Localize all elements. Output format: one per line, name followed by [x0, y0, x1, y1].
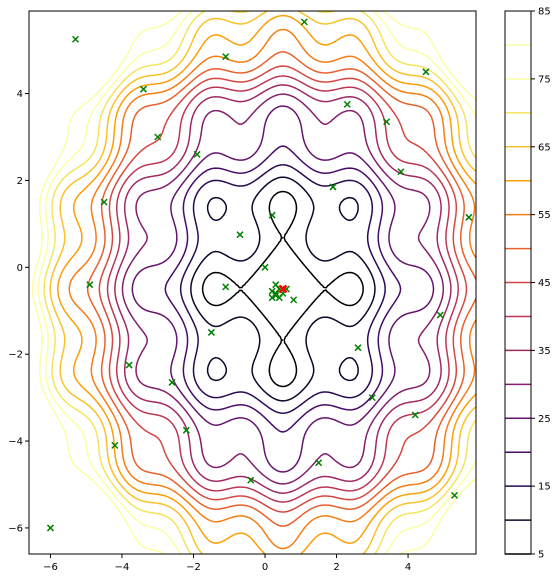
x-tick-label: 4	[405, 562, 411, 573]
data-point	[247, 476, 255, 484]
x-axis: −6 −4 −2 0 2 4	[43, 554, 411, 573]
data-point	[261, 263, 269, 271]
colorbar-tick-label: 65	[538, 142, 551, 153]
y-tick-label: −4	[8, 437, 23, 448]
data-point	[222, 53, 230, 61]
data-point	[268, 294, 276, 302]
contour-level-30	[121, 93, 445, 485]
data-point	[422, 68, 430, 76]
colorbar-tick-label: 35	[538, 346, 551, 357]
data-point	[465, 213, 473, 221]
data-point	[236, 231, 244, 239]
y-tick-label: 0	[17, 263, 23, 274]
y-tick-label: −2	[8, 350, 23, 361]
x-tick-label: 0	[262, 562, 268, 573]
data-point	[46, 524, 54, 532]
colorbar-tick-label: 25	[538, 414, 551, 425]
data-point	[272, 292, 280, 300]
data-point	[139, 85, 147, 93]
colorbar-tick-label: 15	[538, 482, 551, 493]
contour-level-80	[31, 11, 476, 554]
data-point	[451, 491, 459, 499]
contour-level-5	[201, 190, 364, 388]
data-point	[315, 459, 323, 467]
data-point	[71, 35, 80, 43]
data-point	[436, 311, 444, 319]
colorbar: 5 15 25 35 45 55 65 75 85	[504, 7, 551, 561]
colorbar-tick-label: 75	[538, 74, 551, 85]
x-tick-label: −6	[43, 562, 58, 573]
data-point	[125, 361, 133, 369]
contour-level-10	[190, 176, 376, 402]
data-point	[383, 118, 391, 126]
plot-frame	[28, 10, 477, 555]
y-tick-label: 2	[17, 176, 23, 187]
data-point	[182, 426, 190, 434]
data-point	[111, 441, 119, 449]
colorbar-tick-label: 45	[538, 278, 551, 289]
contour-level-35	[114, 84, 452, 494]
contour-level-50	[86, 51, 476, 527]
data-point	[354, 344, 362, 352]
data-point	[411, 411, 419, 419]
contour-lines	[31, 11, 476, 554]
data-point	[86, 281, 94, 289]
data-point	[368, 394, 376, 402]
contour-level-70	[43, 11, 476, 554]
contour-level-65	[49, 11, 476, 554]
data-point	[397, 168, 405, 176]
data-point	[343, 100, 351, 108]
data-point	[290, 296, 298, 304]
data-point	[329, 183, 337, 191]
colorbar-ticks: 5 15 25 35 45 55 65 75 85	[531, 7, 551, 561]
contour-level-25	[131, 105, 435, 473]
contour-level-55	[68, 28, 476, 550]
data-point	[300, 18, 308, 26]
contour-level-60	[57, 14, 476, 554]
contour-level-20	[164, 145, 402, 433]
data-point	[207, 328, 215, 336]
x-tick-label: 2	[333, 562, 339, 573]
x-tick-label: −2	[186, 562, 201, 573]
data-point	[100, 198, 108, 206]
contour-level-15	[179, 164, 386, 414]
data-point	[268, 211, 276, 219]
data-markers	[46, 18, 473, 532]
contour-level-45	[98, 65, 468, 513]
contour-level-40	[106, 75, 459, 503]
contour-level-75	[37, 11, 476, 554]
data-point	[193, 150, 201, 158]
y-axis: −6 −4 −2 0 2 4	[8, 89, 29, 534]
data-point	[222, 283, 230, 291]
data-point	[154, 133, 162, 141]
optimum-point	[278, 284, 288, 294]
colorbar-tick-label: 5	[538, 550, 544, 561]
y-tick-label: 4	[17, 89, 23, 100]
y-tick-label: −6	[8, 523, 23, 534]
data-point	[275, 294, 283, 302]
plot-area: −6 −4 −2 0 2 4 −6 −4 −2 0 2 4	[8, 10, 477, 573]
data-point	[168, 378, 176, 386]
colorbar-level-lines	[505, 44, 531, 555]
colorbar-tick-label: 55	[538, 210, 551, 221]
colorbar-tick-label: 85	[538, 7, 551, 18]
x-tick-label: −4	[115, 562, 130, 573]
